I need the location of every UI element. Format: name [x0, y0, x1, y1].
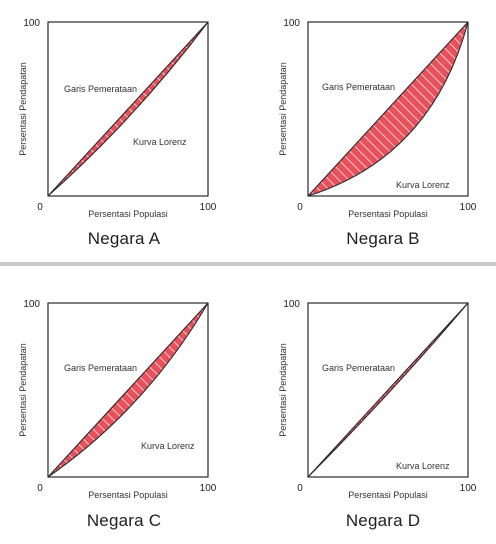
x-max-label: 100 [460, 483, 477, 494]
equality-line-label: Garis Pemerataan [64, 84, 137, 94]
lorenz-curve-label: Kurva Lorenz [141, 441, 195, 451]
plot-frame [307, 302, 469, 478]
origin-label: 0 [297, 202, 303, 213]
panel-title-c: Negara C [86, 511, 162, 530]
x-max-label: 100 [200, 483, 217, 494]
lorenz-panel-d: 0 100 100 Persentasi Populasi Persentasi Pen… [278, 299, 477, 500]
equality-line-label: Garis Pemerataan [322, 363, 395, 373]
equality-line [47, 302, 209, 478]
panel-title-d: Negara D [345, 511, 421, 530]
lorenz-panel-c: 0 100 100 Persentasi Populasi Persentasi Pen… [18, 299, 217, 500]
y-max-label: 100 [23, 299, 40, 310]
panel-title-a: Negara A [87, 229, 161, 248]
y-axis-label: Persentasi Pendapatan [278, 343, 288, 437]
y-axis-label: Persentasi Pendapatan [18, 343, 28, 437]
plot-frame [47, 302, 209, 478]
lorenz-curve [47, 302, 209, 478]
origin-label: 0 [297, 483, 303, 494]
lorenz-curve [307, 21, 469, 197]
equality-line-label: Garis Pemerataan [64, 363, 137, 373]
x-axis-label: Persentasi Populasi [88, 490, 168, 500]
panel-divider [0, 262, 496, 266]
lorenz-curve-label: Kurva Lorenz [133, 137, 187, 147]
lorenz-panel-a: 0 100 100 Persentasi Populasi Persentasi Pen… [18, 18, 217, 219]
panel-title-b: Negara B [346, 229, 420, 248]
equality-line [307, 302, 469, 478]
lorenz-curve-label: Kurva Lorenz [396, 461, 450, 471]
y-max-label: 100 [23, 18, 40, 29]
lorenz-curve-label: Kurva Lorenz [396, 180, 450, 190]
x-max-label: 100 [460, 202, 477, 213]
lorenz-panel-b: 0 100 100 Persentasi Populasi Persentasi Pen… [278, 18, 477, 219]
lorenz-curve [47, 21, 209, 197]
y-axis-label: Persentasi Pendapatan [278, 62, 288, 156]
plot-frame [47, 21, 209, 197]
x-axis-label: Persentasi Populasi [88, 209, 168, 219]
origin-label: 0 [37, 483, 43, 494]
x-max-label: 100 [200, 202, 217, 213]
origin-label: 0 [37, 202, 43, 213]
y-max-label: 100 [283, 299, 300, 310]
equality-line [47, 21, 209, 197]
x-axis-label: Persentasi Populasi [348, 490, 428, 500]
plot-frame [307, 21, 469, 197]
y-axis-label: Persentasi Pendapatan [18, 62, 28, 156]
lorenz-curve [307, 302, 469, 478]
x-axis-label: Persentasi Populasi [348, 209, 428, 219]
equality-line [307, 21, 469, 197]
equality-line-label: Garis Pemerataan [322, 82, 395, 92]
y-max-label: 100 [283, 18, 300, 29]
